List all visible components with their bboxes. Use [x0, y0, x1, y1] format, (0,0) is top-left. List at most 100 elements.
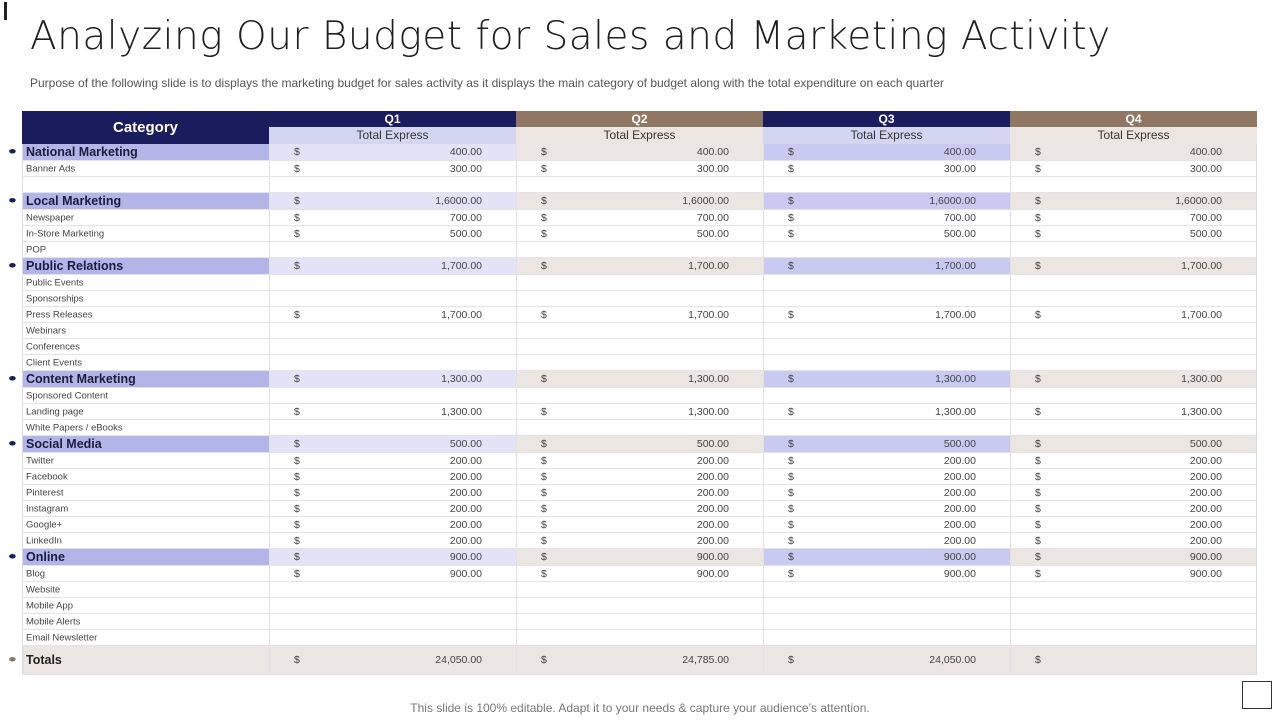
currency-symbol: $ — [294, 146, 300, 158]
bullet-icon: ⬬ — [9, 147, 16, 156]
category-header: Category — [22, 111, 269, 144]
amount: 200.00 — [449, 454, 482, 467]
amount: 1,300.00 — [1181, 405, 1222, 418]
amount: 200.00 — [1189, 518, 1222, 531]
currency-symbol: $ — [294, 502, 300, 515]
label-cell: ⬬ Online — [9, 549, 269, 565]
currency-symbol: $ — [541, 534, 547, 547]
currency-symbol: $ — [788, 551, 794, 563]
amount: 200.00 — [1189, 454, 1222, 467]
currency-symbol: $ — [788, 227, 794, 240]
amount: 500.00 — [449, 438, 482, 450]
amount: 300.00 — [696, 162, 729, 175]
amount: 200.00 — [943, 518, 976, 531]
row-label: Pinterest — [26, 487, 64, 498]
currency-symbol: $ — [788, 211, 794, 224]
value-cell-q4 — [1010, 420, 1257, 435]
amount: 1,300.00 — [935, 405, 976, 418]
label-cell: Landing page — [22, 404, 269, 419]
table-row: Instagram $200.00 $200.00 $200.00 $200.00 — [22, 501, 1258, 517]
amount: 1,700.00 — [935, 308, 976, 321]
label-cell: Conferences — [22, 339, 269, 354]
label-cell: Website — [22, 582, 269, 597]
value-cell-q4 — [1010, 275, 1257, 290]
row-label: White Papers / eBooks — [26, 422, 123, 433]
row-label: Local Marketing — [26, 194, 122, 208]
amount: 200.00 — [1189, 470, 1222, 483]
amount: 400.00 — [449, 146, 482, 158]
row-label: Instagram — [26, 503, 69, 514]
value-cell-q1: $300.00 — [269, 161, 516, 176]
value-cell-q3 — [763, 355, 1010, 370]
value-cell-q2 — [516, 388, 763, 403]
amount: 500.00 — [943, 438, 976, 450]
value-cell-q2: $1,700.00 — [516, 258, 763, 274]
amount: 200.00 — [943, 502, 976, 515]
amount: 200.00 — [696, 534, 729, 547]
label-cell: ⬬ National Marketing — [9, 144, 269, 160]
amount: 700.00 — [943, 211, 976, 224]
row-label: Content Marketing — [26, 372, 136, 386]
table-row: Public Events — [22, 275, 1258, 291]
value-cell-q2 — [516, 242, 763, 257]
row-label: Webinars — [26, 325, 66, 336]
label-cell: Sponsored Content — [22, 388, 269, 403]
value-cell-q1 — [269, 323, 516, 338]
value-cell-q4 — [1010, 388, 1257, 403]
value-cell-q3 — [763, 339, 1010, 354]
amount: 200.00 — [1189, 502, 1222, 515]
value-cell-q2: $200.00 — [516, 469, 763, 484]
value-cell-q4: $1,300.00 — [1010, 371, 1257, 387]
amount: 700.00 — [1189, 211, 1222, 224]
currency-symbol: $ — [788, 502, 794, 515]
corner-box — [1242, 681, 1272, 709]
table-row: Mobile App — [22, 598, 1258, 614]
table-row: LinkedIn $200.00 $200.00 $200.00 $200.00 — [22, 533, 1258, 549]
value-cell-q1: $900.00 — [269, 549, 516, 565]
label-cell: Press Releases — [22, 307, 269, 322]
currency-symbol: $ — [294, 260, 300, 272]
corner-cursor-mark — [4, 2, 7, 20]
value-cell-q2 — [516, 339, 763, 354]
amount: 700.00 — [449, 211, 482, 224]
amount: 200.00 — [449, 518, 482, 531]
value-cell-q4 — [1010, 177, 1257, 192]
category-row: ⬬ Public Relations $1,700.00 $1,700.00 $1,70… — [9, 258, 1258, 275]
value-cell-q1 — [269, 242, 516, 257]
value-cell-q3: $900.00 — [763, 566, 1010, 581]
label-cell: Public Events — [22, 275, 269, 290]
value-cell-q1: $400.00 — [269, 144, 516, 160]
row-label: Mobile App — [26, 600, 74, 611]
table-row: Facebook $200.00 $200.00 $200.00 $200.00 — [22, 469, 1258, 485]
label-cell: Mobile Alerts — [22, 614, 269, 629]
value-cell-q2 — [516, 275, 763, 290]
currency-symbol: $ — [788, 486, 794, 499]
label-cell: ⬬ Local Marketing — [9, 193, 269, 209]
quarter-sublabel: Total Express — [269, 127, 516, 144]
amount: 900.00 — [449, 567, 482, 580]
row-label: Google+ — [26, 519, 63, 530]
currency-symbol: $ — [294, 518, 300, 531]
label-cell: Twitter — [22, 453, 269, 468]
amount: 1,6000.00 — [1175, 195, 1222, 207]
amount: 900.00 — [449, 551, 482, 563]
value-cell-q3 — [763, 630, 1010, 645]
label-cell: ⬬ Social Media — [9, 436, 269, 452]
currency-symbol: $ — [788, 308, 794, 321]
label-cell: ⬬ Content Marketing — [9, 371, 269, 387]
label-cell: Banner Ads — [22, 161, 269, 176]
category-row: ⬬ Local Marketing $1,6000.00 $1,6000.00 $1,6… — [9, 193, 1258, 210]
value-cell-q4 — [1010, 582, 1257, 597]
label-cell: Newspaper — [22, 210, 269, 225]
amount: 300.00 — [1189, 162, 1222, 175]
currency-symbol: $ — [294, 373, 300, 385]
value-cell-q1 — [269, 630, 516, 645]
value-cell-q1: $1,300.00 — [269, 371, 516, 387]
value-cell-q3 — [763, 420, 1010, 435]
value-cell-q2 — [516, 614, 763, 629]
value-cell-q3 — [763, 388, 1010, 403]
table-row: Mobile Alerts — [22, 614, 1258, 630]
value-cell-q4: $900.00 — [1010, 566, 1257, 581]
amount: 900.00 — [1189, 551, 1222, 563]
value-cell-q4: $1,6000.00 — [1010, 193, 1257, 209]
